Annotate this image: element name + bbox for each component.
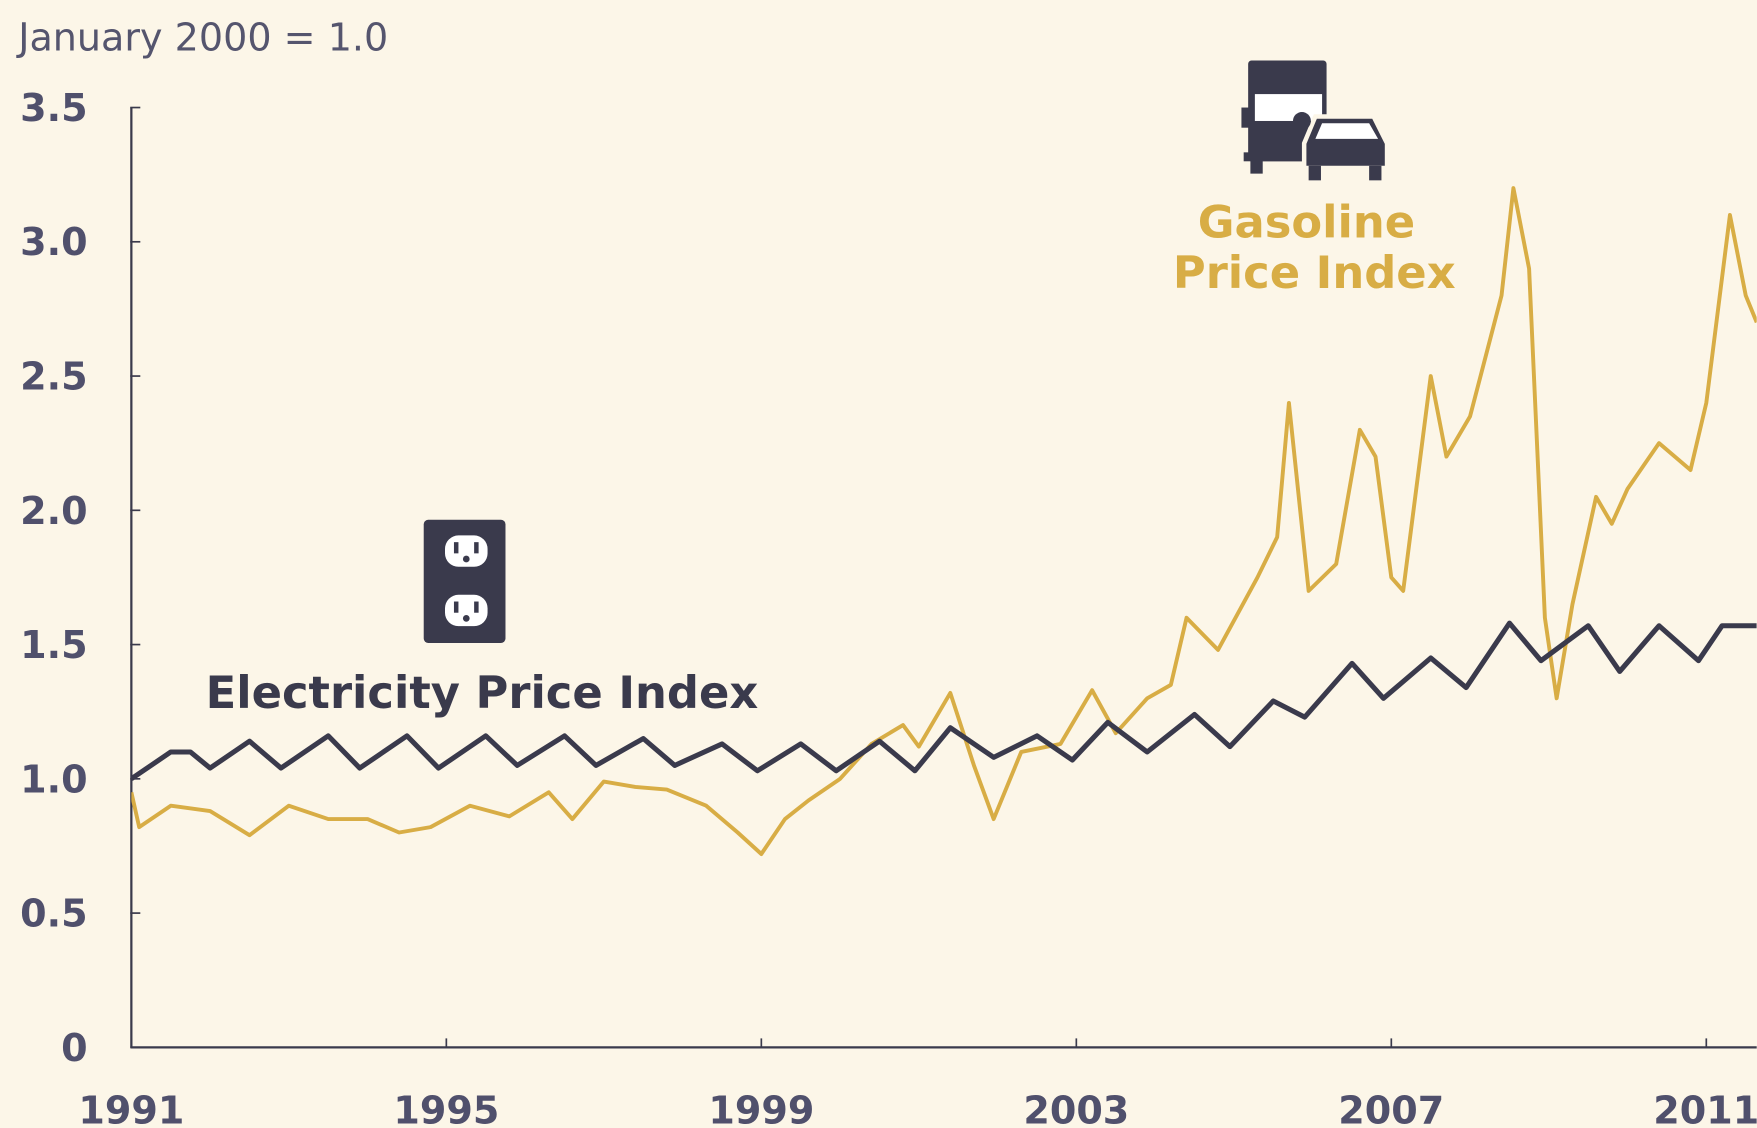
y-tick-label: 2.5 bbox=[20, 354, 87, 398]
x-tick-label: 1999 bbox=[708, 1089, 814, 1128]
series-line bbox=[131, 186, 1757, 856]
series-label: Electricity Price Index bbox=[206, 666, 759, 719]
y-tick-label: 3.5 bbox=[20, 86, 87, 130]
y-tick-label: 0.5 bbox=[20, 892, 87, 936]
outlet-icon bbox=[423, 519, 506, 643]
y-tick-label: 1.5 bbox=[20, 623, 87, 667]
x-tick-label: 1991 bbox=[78, 1089, 184, 1128]
y-tick-label: 2.0 bbox=[20, 489, 87, 533]
x-tick-label: 2003 bbox=[1023, 1089, 1129, 1128]
y-tick-label: 3.0 bbox=[20, 220, 87, 264]
plot-area bbox=[131, 186, 1757, 856]
x-tick-label: 2011 bbox=[1653, 1089, 1757, 1128]
vehicle-icon bbox=[1241, 60, 1390, 181]
subtitle: January 2000 = 1.0 bbox=[16, 15, 388, 59]
y-tick-label: 1.0 bbox=[20, 757, 87, 801]
x-tick-label: 1995 bbox=[393, 1089, 499, 1128]
series-line bbox=[131, 620, 1757, 781]
y-tick-label: 0 bbox=[61, 1026, 87, 1070]
x-tick-label: 2007 bbox=[1338, 1089, 1444, 1128]
series-label: Gasoline Price Index bbox=[1173, 195, 1456, 298]
